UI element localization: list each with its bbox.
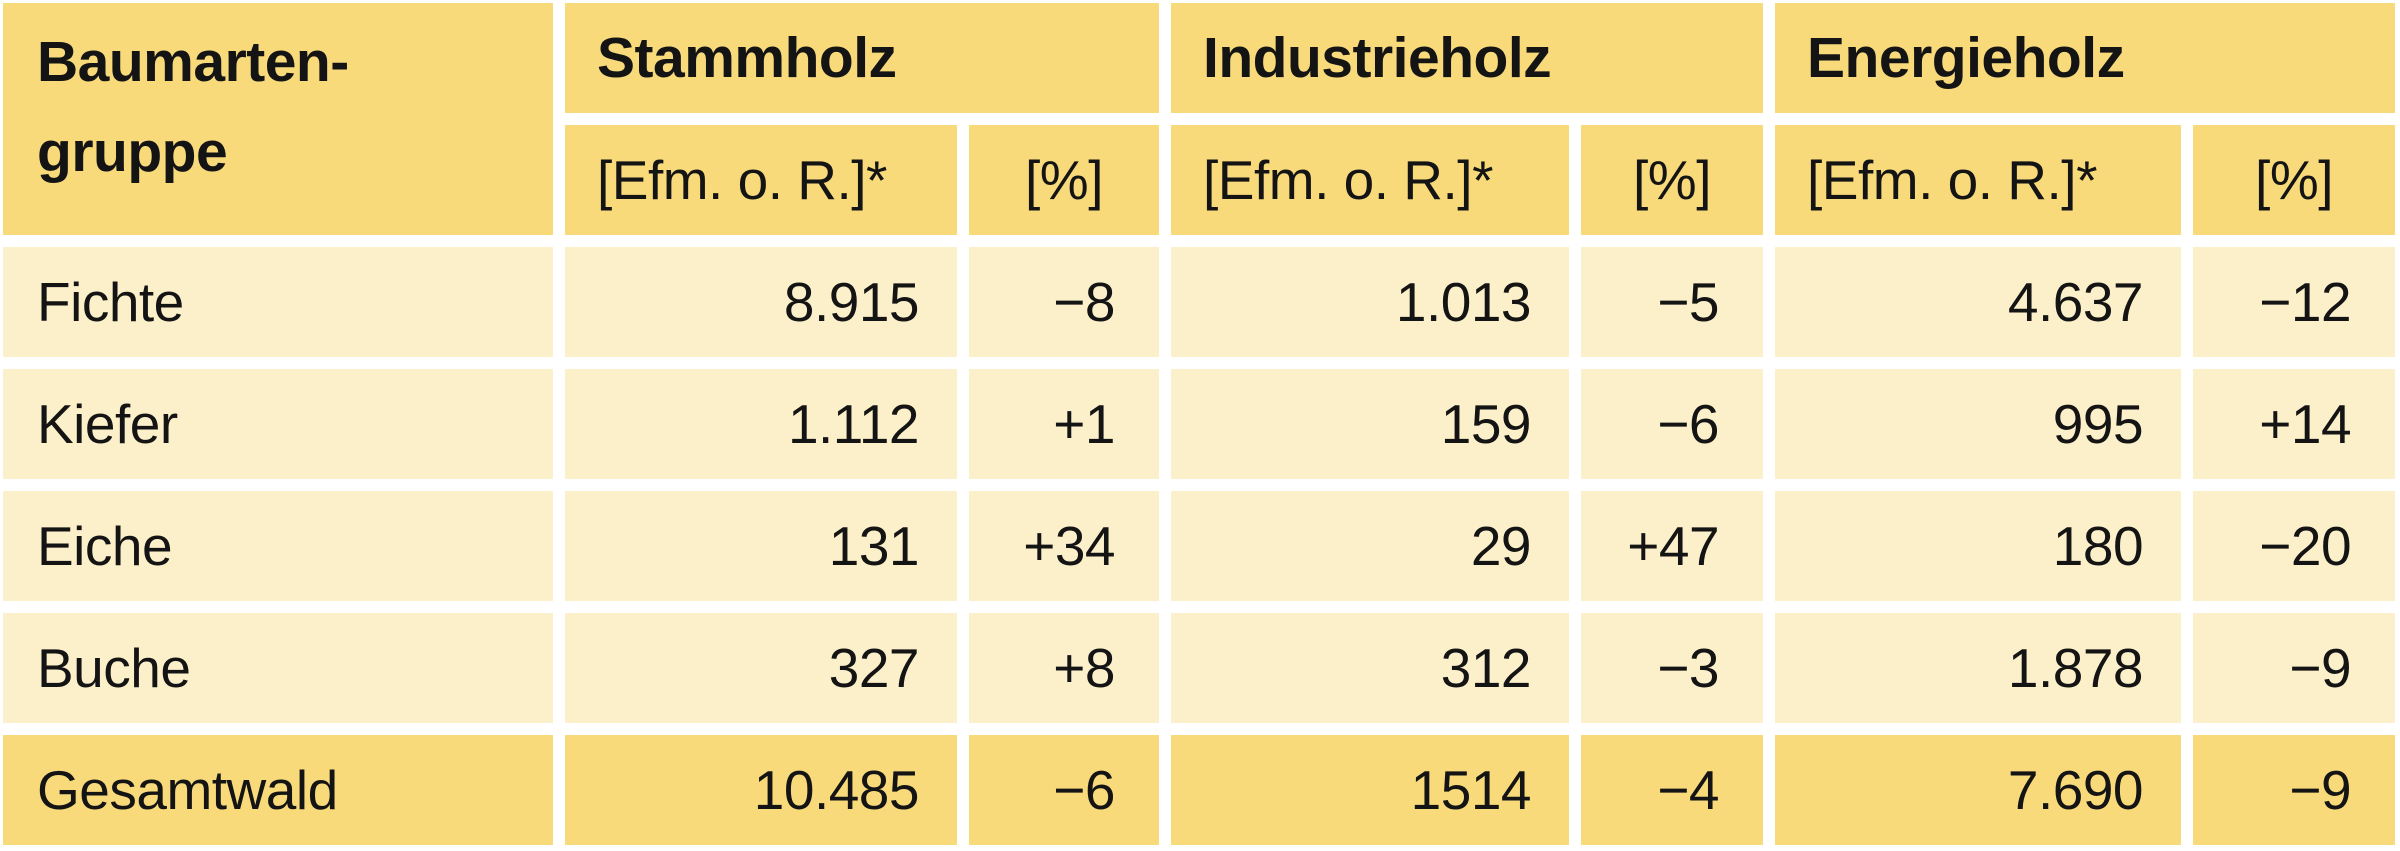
cell-industrieholz-efm: 1.013: [1171, 247, 1570, 357]
table-row-buche: Buche 327 +8 312 −3 1.878 −9: [3, 613, 2396, 723]
unit-header-industrieholz: [Efm. o. R.]*: [1171, 125, 1570, 235]
cell-stammholz-efm: 1.112: [565, 369, 957, 479]
group-header-row: Baumarten- gruppe Stammholz Industriehol…: [3, 3, 2396, 235]
cell-stammholz-efm: 131: [565, 491, 957, 601]
cell-energieholz-efm: 180: [1775, 491, 2182, 601]
unit-header-stammholz: [Efm. o. R.]*: [565, 125, 957, 235]
cell-stammholz-pct: +8: [969, 613, 1160, 723]
row-label: Kiefer: [3, 369, 553, 479]
unit-header-energieholz: [Efm. o. R.]*: [1775, 125, 2182, 235]
cell-industrieholz-efm: 29: [1171, 491, 1570, 601]
corner-header-baumartengruppe: Baumarten- gruppe: [3, 3, 553, 235]
cell-industrieholz-pct: −4: [1581, 735, 1764, 845]
cell-stammholz-pct: +34: [969, 491, 1160, 601]
cell-energieholz-pct: −9: [2193, 735, 2396, 845]
cell-stammholz-efm: 327: [565, 613, 957, 723]
pct-header-energieholz: [%]: [2193, 125, 2396, 235]
cell-industrieholz-efm: 312: [1171, 613, 1570, 723]
cell-energieholz-efm: 1.878: [1775, 613, 2182, 723]
group-header-stammholz: Stammholz: [565, 3, 1160, 113]
table-row-eiche: Eiche 131 +34 29 +47 180 −20: [3, 491, 2396, 601]
cell-energieholz-efm: 7.690: [1775, 735, 2182, 845]
cell-industrieholz-efm: 159: [1171, 369, 1570, 479]
pct-header-industrieholz: [%]: [1581, 125, 1764, 235]
corner-header-line2: gruppe: [37, 120, 228, 185]
row-label: Gesamtwald: [3, 735, 553, 845]
cell-energieholz-efm: 995: [1775, 369, 2182, 479]
group-header-industrieholz: Industrieholz: [1171, 3, 1764, 113]
table-row-gesamtwald-total: Gesamtwald 10.485 −6 1514 −4 7.690 −9: [3, 735, 2396, 845]
table-row-kiefer: Kiefer 1.112 +1 159 −6 995 +14: [3, 369, 2396, 479]
cell-industrieholz-pct: −5: [1581, 247, 1764, 357]
cell-stammholz-pct: −8: [969, 247, 1160, 357]
cell-energieholz-pct: −12: [2193, 247, 2396, 357]
cell-industrieholz-pct: −6: [1581, 369, 1764, 479]
row-label: Fichte: [3, 247, 553, 357]
row-label: Eiche: [3, 491, 553, 601]
cell-industrieholz-efm: 1514: [1171, 735, 1570, 845]
cell-industrieholz-pct: −3: [1581, 613, 1764, 723]
sub-header-row: [Efm. o. R.]* [%] [Efm. o. R.]* [%] [Efm…: [3, 125, 2396, 235]
cell-energieholz-efm: 4.637: [1775, 247, 2182, 357]
cell-stammholz-pct: +1: [969, 369, 1160, 479]
cell-stammholz-efm: 8.915: [565, 247, 957, 357]
cell-stammholz-pct: −6: [969, 735, 1160, 845]
cell-stammholz-efm: 10.485: [565, 735, 957, 845]
corner-header-line1: Baumarten-: [37, 30, 349, 94]
cell-energieholz-pct: −9: [2193, 613, 2396, 723]
cell-energieholz-pct: −20: [2193, 491, 2396, 601]
table-row-fichte: Fichte 8.915 −8 1.013 −5 4.637 −12: [3, 247, 2396, 357]
group-header-energieholz: Energieholz: [1775, 3, 2396, 113]
row-label: Buche: [3, 613, 553, 723]
cell-industrieholz-pct: +47: [1581, 491, 1764, 601]
cell-energieholz-pct: +14: [2193, 369, 2396, 479]
pct-header-stammholz: [%]: [969, 125, 1160, 235]
